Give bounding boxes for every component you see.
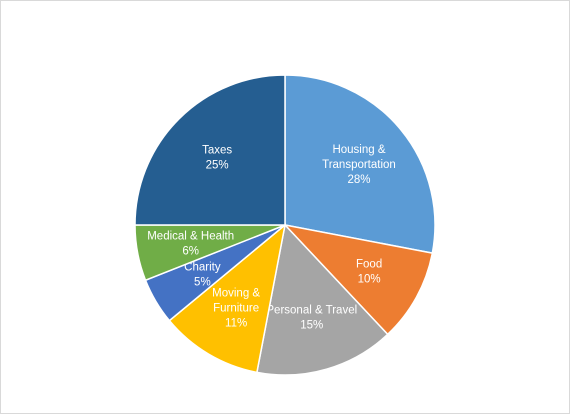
data-label-housing-and-transportation: Housing & Transportation 28% xyxy=(322,144,396,186)
pie-slice-personal-and-travel xyxy=(256,223,389,376)
data-label-food: Food 10% xyxy=(356,259,382,286)
data-label-taxes: Taxes 25% xyxy=(202,145,232,172)
pie-slice-food xyxy=(282,223,434,336)
data-label-personal-and-travel: Personal & Travel 15% xyxy=(266,305,357,332)
data-label-charity: Charity 5% xyxy=(184,261,221,288)
data-label-moving-and-furniture: Moving & Furniture 11% xyxy=(212,288,260,330)
pie-slice-moving-and-furniture xyxy=(168,223,287,374)
pie-slice-taxes xyxy=(134,74,286,226)
data-label-medical-and-health: Medical & Health 6% xyxy=(147,230,234,257)
pie-slice-housing-and-transportation xyxy=(284,74,436,254)
